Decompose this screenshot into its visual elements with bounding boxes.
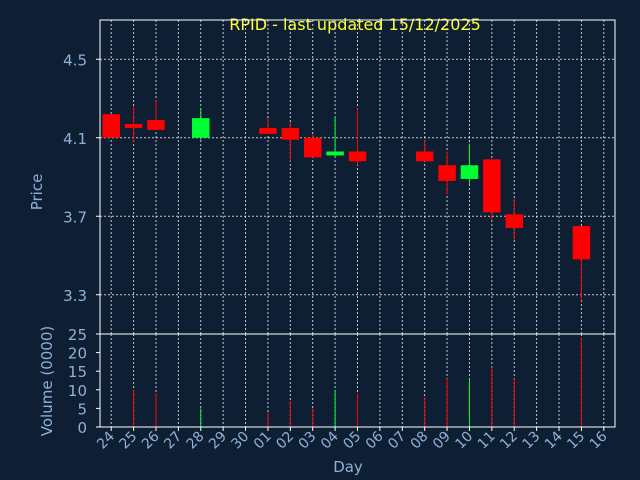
candle-body bbox=[460, 165, 479, 179]
candle-body bbox=[415, 151, 434, 162]
volume-tick-label: 20 bbox=[68, 345, 87, 363]
volume-tick-label: 15 bbox=[68, 363, 87, 381]
candle-body bbox=[572, 226, 591, 260]
volume-bars bbox=[133, 337, 582, 427]
y-axis-label: Price bbox=[28, 174, 46, 211]
candle-body bbox=[303, 137, 322, 158]
volume-tick-label: 5 bbox=[77, 400, 87, 418]
x-axis-label: Day bbox=[333, 458, 363, 476]
chart-title: RPID - last updated 15/12/2025 bbox=[229, 15, 481, 34]
y-tick-label: 3.7 bbox=[63, 208, 87, 226]
volume-axis-label: Volume (0000) bbox=[38, 326, 56, 436]
candle-body bbox=[505, 214, 523, 229]
y-tick-label: 4.1 bbox=[63, 130, 87, 148]
x-tick-labels: 2425262728293001020304050607080910111213… bbox=[94, 427, 611, 452]
candle-body bbox=[102, 114, 120, 138]
volume-tick-label: 10 bbox=[68, 382, 87, 400]
candle-body bbox=[483, 159, 501, 213]
y-tick-label: 3.3 bbox=[63, 287, 87, 305]
candle-body bbox=[192, 118, 210, 138]
candle-body bbox=[147, 120, 165, 130]
candle-body bbox=[348, 151, 367, 162]
volume-tick-label: 25 bbox=[68, 326, 87, 344]
candle-body bbox=[124, 124, 143, 128]
price-tick-labels: 3.3 3.7 4.1 4.5 bbox=[63, 51, 100, 305]
candle-bodies bbox=[102, 114, 591, 260]
candle-body bbox=[438, 165, 456, 181]
candle-body bbox=[326, 151, 344, 156]
candle-body bbox=[259, 127, 277, 134]
y-tick-label: 4.5 bbox=[63, 51, 87, 69]
volume-tick-label: 0 bbox=[77, 419, 87, 437]
candle-body bbox=[281, 127, 300, 140]
